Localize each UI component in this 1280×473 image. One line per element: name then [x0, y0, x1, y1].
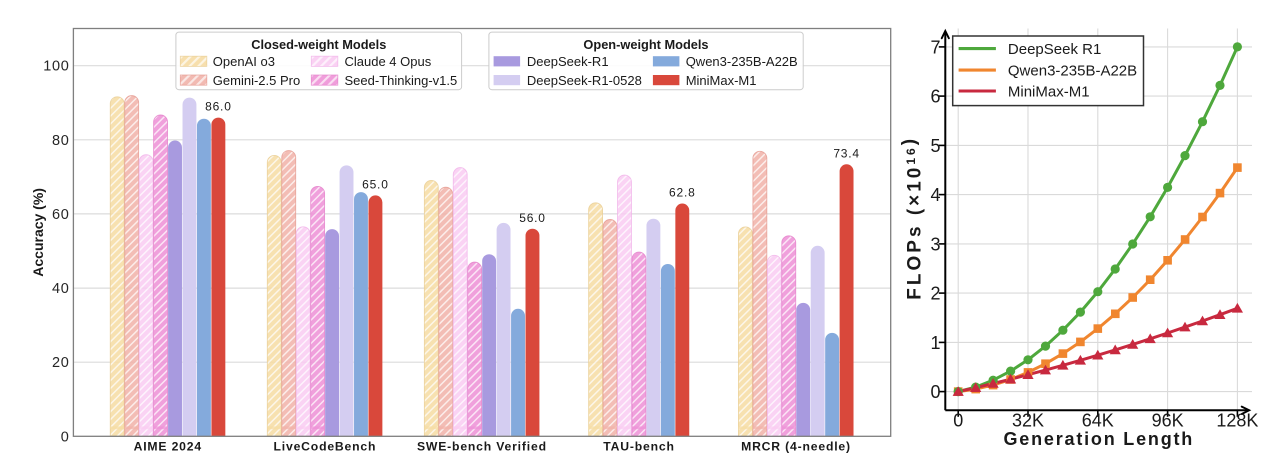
svg-text:TAU-bench: TAU-bench	[603, 440, 674, 454]
svg-text:Qwen3-235B-A22B: Qwen3-235B-A22B	[1008, 63, 1137, 80]
svg-text:DeepSeek R1: DeepSeek R1	[1008, 41, 1101, 58]
svg-text:Seed-Thinking-v1.5: Seed-Thinking-v1.5	[345, 73, 458, 88]
svg-text:OpenAI o3: OpenAI o3	[213, 54, 275, 69]
svg-text:Claude 4 Opus: Claude 4 Opus	[345, 54, 432, 69]
svg-text:Gemini-2.5 Pro: Gemini-2.5 Pro	[213, 73, 300, 88]
svg-text:DeepSeek-R1: DeepSeek-R1	[527, 54, 609, 69]
svg-text:0: 0	[930, 382, 940, 402]
svg-text:32K: 32K	[1012, 410, 1044, 430]
svg-text:128K: 128K	[1216, 410, 1258, 430]
svg-text:Generation Length: Generation Length	[1003, 429, 1194, 449]
svg-text:7: 7	[930, 37, 940, 57]
svg-text:Closed-weight Models: Closed-weight Models	[251, 37, 386, 52]
svg-text:86.0: 86.0	[205, 100, 232, 114]
svg-text:4: 4	[930, 185, 940, 205]
svg-text:Open-weight Models: Open-weight Models	[583, 37, 708, 52]
svg-text:SWE-bench Verified: SWE-bench Verified	[417, 440, 547, 454]
svg-text:Accuracy (%): Accuracy (%)	[30, 188, 46, 277]
svg-text:64K: 64K	[1082, 410, 1114, 430]
svg-text:3: 3	[930, 234, 940, 254]
svg-text:MiniMax-M1: MiniMax-M1	[1008, 83, 1090, 100]
svg-text:80: 80	[52, 133, 70, 149]
svg-text:0: 0	[953, 410, 963, 430]
svg-text:AIME 2024: AIME 2024	[134, 440, 202, 454]
svg-text:100: 100	[43, 59, 69, 75]
svg-text:MRCR (4-needle): MRCR (4-needle)	[741, 440, 851, 454]
svg-text:20: 20	[52, 355, 70, 371]
svg-text:LiveCodeBench: LiveCodeBench	[274, 440, 377, 454]
svg-text:62.8: 62.8	[669, 186, 696, 200]
svg-text:73.4: 73.4	[833, 146, 860, 160]
svg-text:40: 40	[52, 281, 70, 297]
svg-text:6: 6	[930, 87, 940, 107]
svg-text:60: 60	[52, 207, 70, 223]
svg-text:1: 1	[930, 333, 940, 353]
svg-text:0: 0	[61, 429, 70, 445]
svg-text:2: 2	[930, 284, 940, 304]
svg-text:Qwen3-235B-A22B: Qwen3-235B-A22B	[686, 54, 798, 69]
svg-text:MiniMax-M1: MiniMax-M1	[686, 73, 757, 88]
svg-text:65.0: 65.0	[362, 177, 389, 191]
svg-text:DeepSeek-R1-0528: DeepSeek-R1-0528	[527, 73, 642, 88]
svg-text:96K: 96K	[1152, 410, 1184, 430]
svg-text:56.0: 56.0	[519, 211, 546, 225]
svg-text:5: 5	[930, 136, 940, 156]
